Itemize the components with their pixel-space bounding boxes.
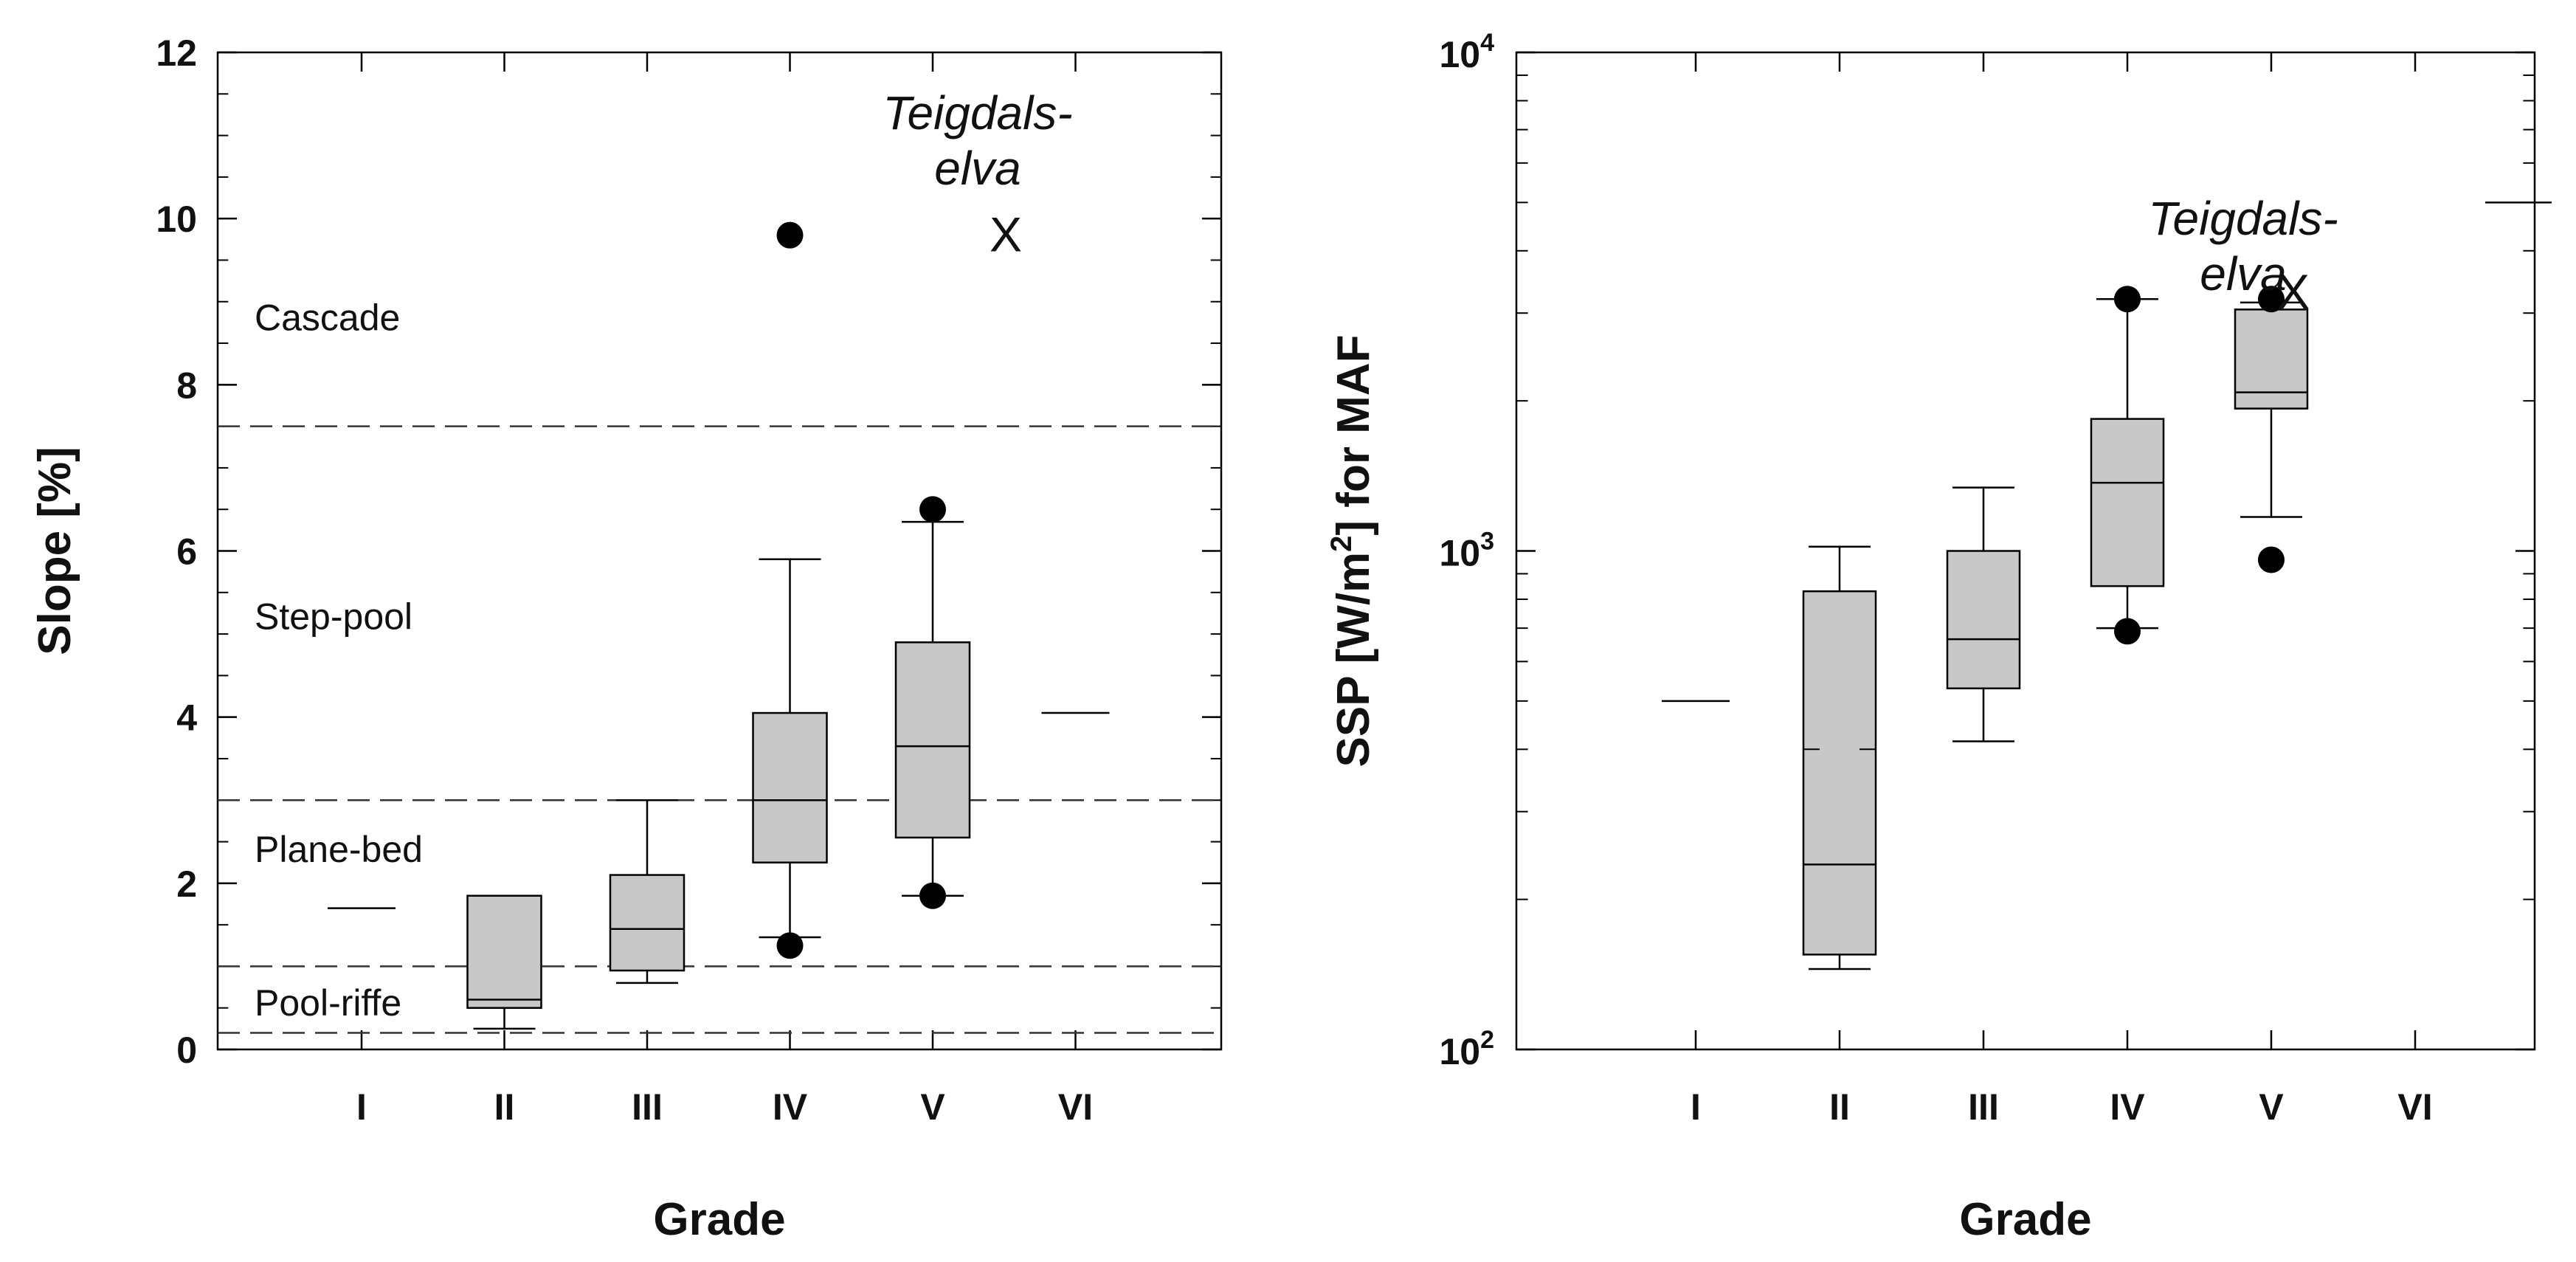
plot-frame	[216, 51, 1223, 1051]
x-axis-title: Grade	[653, 1194, 785, 1245]
x-tick-label: II	[1829, 1086, 1850, 1128]
box	[466, 894, 542, 1009]
outlier-point	[919, 496, 946, 523]
x-tick-label: V	[920, 1086, 945, 1128]
zone-label: Cascade	[255, 297, 400, 338]
zone-label: Step-pool	[255, 596, 412, 638]
x-tick-label: IV	[773, 1086, 808, 1128]
outlier-point	[776, 221, 804, 249]
outlier-point	[2258, 286, 2285, 313]
box	[1946, 550, 2021, 690]
x-tick-label: VI	[1058, 1086, 1093, 1128]
x-tick-label: III	[632, 1086, 663, 1128]
y-tick-label: 2	[176, 863, 197, 905]
x-tick-label: VI	[2397, 1086, 2432, 1128]
box	[609, 874, 686, 972]
x-tick-label: II	[494, 1086, 515, 1128]
x-tick-label: I	[356, 1086, 367, 1128]
outlier-point	[2114, 286, 2141, 313]
y-axis-title: SSP [W/m2] for MAF	[1325, 335, 1379, 768]
box	[2090, 418, 2165, 587]
y-tick-label: 102	[1439, 1026, 1494, 1072]
x-tick-label: V	[2259, 1086, 2284, 1128]
outlier-point	[2258, 546, 2285, 573]
y-tick-label: 103	[1439, 528, 1494, 574]
annotation-line-2: elva	[2200, 247, 2286, 300]
box	[752, 711, 828, 863]
x-tick-label: I	[1691, 1086, 1701, 1128]
y-tick-label: 12	[156, 32, 197, 74]
plot-frame	[1515, 51, 2536, 1051]
x-tick-label: IV	[2110, 1086, 2145, 1128]
outlier-point	[776, 932, 804, 959]
y-axis-title: Slope [%]	[30, 446, 80, 655]
outlier-point	[919, 882, 946, 909]
box	[894, 641, 971, 839]
box	[2234, 308, 2309, 410]
x-tick-label: III	[1968, 1086, 1999, 1128]
outlier-point	[2114, 618, 2141, 645]
y-tick-label: 4	[176, 697, 197, 739]
y-tick-label: 6	[176, 531, 197, 573]
y-tick-label: 0	[176, 1030, 197, 1071]
y-tick-label: 104	[1439, 29, 1494, 75]
y-tick-label: 8	[176, 365, 197, 406]
teigdalselva-marker: X	[990, 207, 1022, 262]
x-axis-title: Grade	[1959, 1194, 2091, 1245]
zone-label: Plane-bed	[255, 829, 423, 870]
zone-label: Pool-riffe	[255, 982, 401, 1024]
annotation-line-1: Teigdals-	[2148, 192, 2338, 245]
annotation-line-2: elva	[934, 142, 1021, 195]
annotation-line-1: Teigdals-	[883, 86, 1072, 139]
y-tick-label: 10	[156, 199, 197, 240]
box	[1802, 590, 1877, 956]
teigdalselva-marker: X	[2277, 264, 2310, 319]
